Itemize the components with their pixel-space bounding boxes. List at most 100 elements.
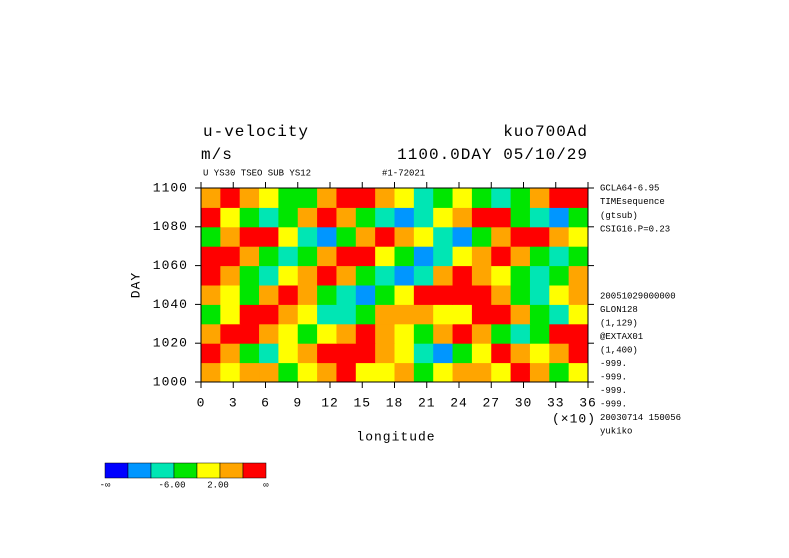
side-info: -999. <box>600 359 627 369</box>
y-tick-label: 1100 <box>153 180 188 195</box>
heatmap-cell <box>259 226 279 247</box>
heatmap-cell <box>278 304 299 325</box>
heatmap-cell <box>510 343 531 364</box>
heatmap-cell <box>201 285 221 305</box>
heatmap-cell <box>239 343 260 364</box>
axes: 0 3 6 9 12 15 18 21 24 27 30 33 36100010201040106010… <box>153 180 596 410</box>
heatmap-cell <box>433 188 454 208</box>
heatmap-cell <box>220 285 241 305</box>
colorbar-swatch <box>196 462 221 479</box>
heatmap-cell <box>317 285 337 305</box>
heatmap-cell <box>549 323 570 344</box>
colorbar-label: -6.00 <box>158 480 185 490</box>
heatmap-cell <box>297 207 318 228</box>
heatmap-cell <box>491 265 512 286</box>
heatmap-cell <box>297 343 318 364</box>
heatmap-cell <box>375 343 395 364</box>
heatmap-cell <box>413 285 434 305</box>
heatmap-cell <box>529 323 550 344</box>
heatmap-cell <box>355 285 376 305</box>
heatmap-cell <box>355 343 376 364</box>
heatmap-cell <box>568 304 589 325</box>
heatmap-cell <box>355 246 376 267</box>
side-info: CSIG16.P=0.23 <box>600 224 670 234</box>
side-info: 20051029000000 <box>600 291 676 301</box>
heatmap-cell <box>413 207 434 228</box>
heatmap-cell <box>239 207 260 228</box>
heatmap-cell <box>259 304 279 325</box>
heatmap-cell <box>568 265 589 286</box>
side-info: -999. <box>600 399 627 409</box>
heatmap-cell <box>568 323 589 344</box>
heatmap-cell <box>239 362 260 383</box>
heatmap-cell <box>336 343 357 364</box>
heatmap-cell <box>336 188 357 208</box>
heatmap-cell <box>239 285 260 305</box>
heatmap-cell <box>336 226 357 247</box>
heatmap-cell <box>239 246 260 267</box>
heatmap-cell <box>452 265 473 286</box>
heatmap-cell <box>394 362 415 383</box>
x-tick-label: 12 <box>321 395 339 410</box>
heatmap-cell <box>491 304 512 325</box>
heatmap-cell <box>278 207 299 228</box>
side-info: (1,400) <box>600 345 638 355</box>
x-tick-label: 33 <box>547 395 565 410</box>
heatmap-cell <box>510 362 531 383</box>
x-tick-label: 21 <box>418 395 436 410</box>
y-tick-label: 1080 <box>153 219 188 234</box>
side-info: GCLA64-6.95 <box>600 183 659 193</box>
heatmap-cell <box>549 343 570 364</box>
heatmap-cell <box>336 362 357 383</box>
heatmap-cell <box>433 207 454 228</box>
heatmap-cell <box>201 246 221 267</box>
heatmap-cell <box>201 265 221 286</box>
heatmap-cell <box>394 246 415 267</box>
heatmap-cell <box>471 265 492 286</box>
heatmap-cell <box>259 285 279 305</box>
heatmap-cell <box>510 304 531 325</box>
heatmap-cell <box>317 265 337 286</box>
note: U YS30 TSEO SUB YS12 <box>203 168 311 178</box>
heatmap-cell <box>317 304 337 325</box>
heatmap-cell <box>394 265 415 286</box>
heatmap-cell <box>220 188 241 208</box>
heatmap-cell <box>278 226 299 247</box>
heatmap-cell <box>297 323 318 344</box>
heatmap-cell <box>452 362 473 383</box>
heatmap-cell <box>317 362 337 383</box>
heatmap-cell <box>413 323 434 344</box>
heatmap-cell <box>375 362 395 383</box>
heatmap-cell <box>549 188 570 208</box>
heatmap-cell <box>452 188 473 208</box>
heatmap-cell <box>278 343 299 364</box>
heatmap-cell <box>529 343 550 364</box>
y-tick-label: 1040 <box>153 297 188 312</box>
heatmap-cell <box>259 323 279 344</box>
heatmap-cell <box>278 246 299 267</box>
heatmap-cell <box>568 207 589 228</box>
heatmap-cell <box>278 362 299 383</box>
heatmap-cell <box>355 362 376 383</box>
heatmap-cell <box>549 362 570 383</box>
heatmap-cell <box>317 323 337 344</box>
heatmap-cell <box>413 265 434 286</box>
heatmap-cell <box>297 304 318 325</box>
side-info: -999. <box>600 372 627 382</box>
heatmap-cell <box>471 285 492 305</box>
heatmap-cell <box>452 304 473 325</box>
heatmap-cell <box>375 207 395 228</box>
heatmap-cell <box>394 304 415 325</box>
side-info: (1,129) <box>600 318 638 328</box>
heatmap-cell <box>297 265 318 286</box>
side-info: GLON128 <box>600 305 638 315</box>
heatmap-cell <box>549 226 570 247</box>
x-tick-label: 15 <box>353 395 371 410</box>
heatmap-cell <box>201 226 221 247</box>
heatmap-cell <box>452 285 473 305</box>
heatmap-cell <box>336 265 357 286</box>
heatmap-cell <box>413 362 434 383</box>
y-axis-label: DAY <box>128 272 143 298</box>
heatmap-cell <box>259 246 279 267</box>
